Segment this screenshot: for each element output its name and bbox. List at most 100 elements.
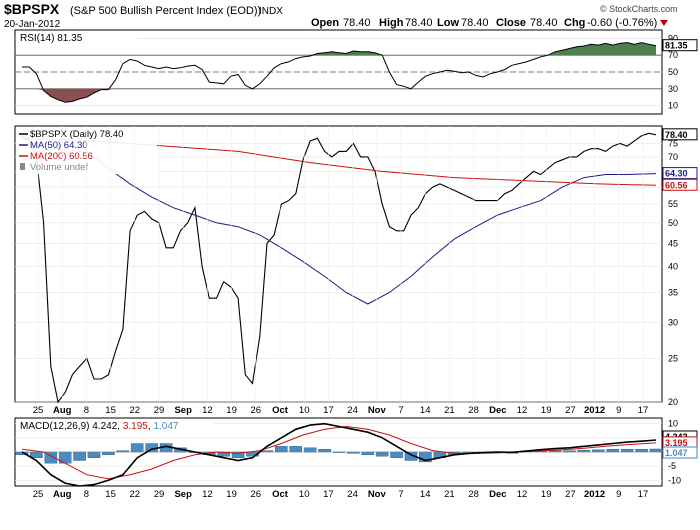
x-tick-label-macd: Nov <box>368 489 387 500</box>
price-last-value-label: 64.30 <box>665 169 688 179</box>
chg-label: Chg <box>564 17 585 29</box>
x-tick-label-macd: 8 <box>84 489 89 500</box>
macd-histogram-bar <box>30 451 43 458</box>
rsi-last-value-label: 81.35 <box>665 41 688 51</box>
low-value: 78.40 <box>461 17 489 29</box>
rsi-last-value-label-box <box>662 39 698 52</box>
rsi-y-tick-label: 70 <box>668 50 678 60</box>
price-y-tick-label: 35 <box>668 288 678 298</box>
price-legend-item: MA(50) 64.30 <box>30 140 88 151</box>
x-axis-labels: 25 25 Aug Aug 8 8 15 15 22 22 29 29 Sep Sep 12 12 19 19 26… <box>33 126 648 500</box>
x-tick-label-macd: 22 <box>130 489 141 500</box>
price-last-value-label: 78.40 <box>665 130 688 140</box>
price-y-tick-label: 70 <box>668 152 678 162</box>
high-label: High <box>379 17 404 29</box>
price-legend-item: $BPSPX (Daily) 78.40 <box>30 129 123 140</box>
symbol-title: $BPSPX <box>4 1 60 17</box>
price-y-tick-label: 45 <box>668 238 678 248</box>
x-tick-label-price: 28 <box>468 405 479 416</box>
x-tick-label-price: 2012 <box>584 405 605 416</box>
macd-histogram-bar <box>592 449 605 453</box>
macd-last-value-label: 1.047 <box>665 448 688 458</box>
macd-histogram-bar <box>390 451 403 458</box>
x-tick-label-price: 19 <box>541 405 552 416</box>
macd-histogram-bar <box>275 446 288 453</box>
x-tick-label-price: 7 <box>398 405 403 416</box>
rsi-y-tick-label: 90 <box>668 33 678 43</box>
x-tick-label-macd: Sep <box>174 489 192 500</box>
volume-legend-swatch <box>20 163 25 170</box>
macd-histogram-bar <box>87 451 101 458</box>
macd-y-tick-label: -10 <box>668 475 681 485</box>
rsi-y-tick-label: 50 <box>668 67 678 77</box>
macd-legend: MACD(12,26,9) 4.242, 3.195, 1.047 <box>20 421 179 432</box>
macd-histogram-bar <box>635 449 648 453</box>
x-tick-label-price: 14 <box>420 405 431 416</box>
ma50-line <box>86 151 657 305</box>
rsi-chart-layer: 90 70 50 30 10 RSI(14) 81.35 81.35 <box>15 32 698 111</box>
x-tick-label-macd: Dec <box>489 489 506 500</box>
macd-histogram-bar <box>73 451 86 461</box>
x-tick-label-macd: 25 <box>33 489 44 500</box>
low-label: Low <box>437 17 459 29</box>
x-tick-label-macd: 7 <box>398 489 403 500</box>
x-tick-label-macd: 12 <box>517 489 528 500</box>
rsi-legend: RSI(14) 81.35 <box>20 33 83 44</box>
x-tick-label-macd: 17 <box>323 489 334 500</box>
macd-histogram-bar <box>606 449 619 453</box>
open-label: Open <box>311 17 339 29</box>
macd-signal-line <box>21 425 657 480</box>
exchange-label: INDX <box>259 6 283 17</box>
x-tick-label-price: 24 <box>347 405 358 416</box>
bpspx-price-line <box>21 132 657 404</box>
macd-histogram-bar <box>318 449 331 453</box>
macd-last-value-label-box <box>662 446 698 459</box>
x-tick-label-price: 21 <box>444 405 455 416</box>
x-tick-label-macd: 2012 <box>584 489 605 500</box>
x-tick-label-price: 8 <box>84 405 89 416</box>
macd-y-tick-label: 10 <box>668 419 678 429</box>
watermark: © StockCharts.com <box>600 4 678 14</box>
price-last-value-label-box <box>662 178 698 191</box>
rsi-line <box>22 42 657 103</box>
x-tick-label-macd: 15 <box>105 489 116 500</box>
x-tick-label-price: 25 <box>33 405 44 416</box>
x-tick-label-macd: 21 <box>444 489 455 500</box>
rsi-oversold-fill <box>22 88 656 103</box>
x-tick-label-price: Oct <box>272 405 289 416</box>
x-tick-label-price: 22 <box>130 405 141 416</box>
chg-value: -0.60 (-0.76%) <box>587 17 657 29</box>
macd-histogram-bar <box>130 443 144 453</box>
macd-legend-bg <box>17 420 213 432</box>
high-value: 78.40 <box>405 17 433 29</box>
open-value: 78.40 <box>343 17 371 29</box>
x-tick-label-macd: 28 <box>468 489 479 500</box>
close-value: 78.40 <box>530 17 558 29</box>
x-tick-label-macd: Oct <box>272 489 289 500</box>
x-tick-label-macd: 9 <box>616 489 621 500</box>
x-tick-label-price: 17 <box>323 405 334 416</box>
macd-histogram-bar <box>620 449 634 453</box>
price-y-tick-label: 50 <box>668 218 678 228</box>
x-tick-label-price: Sep <box>174 405 192 416</box>
rsi-legend-bg <box>17 32 137 44</box>
x-tick-label-macd: 19 <box>226 489 237 500</box>
index-name: (S&P 500 Bullish Percent Index (EOD)) <box>70 5 261 17</box>
price-legend-item: MA(200) 60.56 <box>30 151 93 162</box>
price-y-tick-label: 40 <box>668 261 678 271</box>
x-tick-label-price: 15 <box>105 405 116 416</box>
price-legend-bg <box>17 128 157 174</box>
rsi-overbought-fill <box>22 42 656 56</box>
x-tick-label-price: 27 <box>565 405 576 416</box>
close-label: Close <box>496 17 526 29</box>
x-tick-label-macd: 24 <box>347 489 358 500</box>
x-tick-label-price: Nov <box>368 405 387 416</box>
macd-histogram-bar <box>289 446 303 453</box>
price-y-tick-label: 25 <box>668 353 678 363</box>
x-tick-label-macd: 19 <box>541 489 552 500</box>
rsi-y-tick-label: 30 <box>668 84 678 94</box>
x-tick-label-macd: 26 <box>251 489 262 500</box>
price-y-tick-label: 30 <box>668 318 678 328</box>
macd-histogram-bar <box>649 448 663 453</box>
x-tick-label-macd: 14 <box>420 489 431 500</box>
